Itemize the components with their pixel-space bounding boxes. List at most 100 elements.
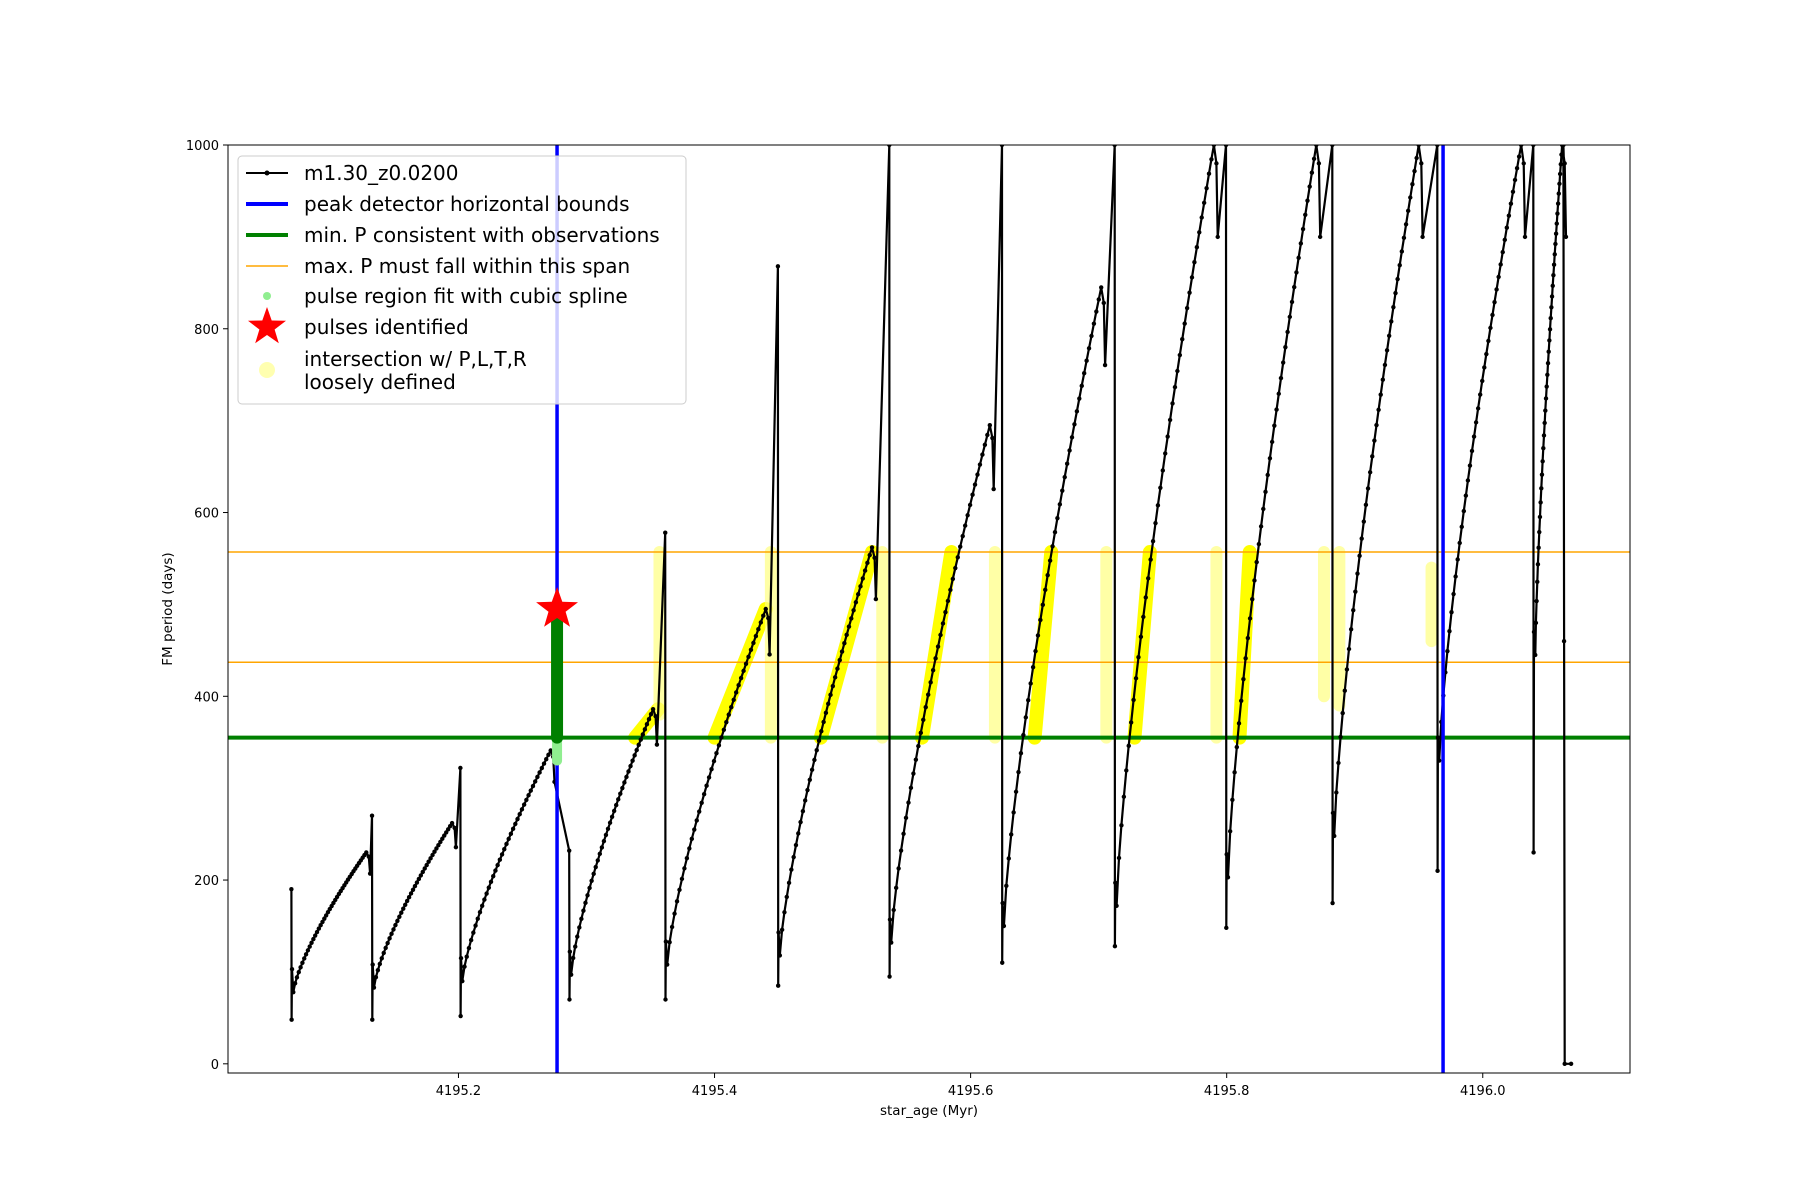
series-point-438	[1272, 423, 1277, 428]
series-point-180	[648, 711, 654, 717]
series-point-414	[1223, 145, 1229, 148]
series-point-301	[943, 609, 948, 615]
series-point-305	[953, 565, 958, 571]
series-point-408	[1204, 186, 1209, 191]
series-point-321	[991, 486, 996, 492]
series-point-533	[1486, 338, 1491, 344]
series-point-283	[898, 848, 904, 853]
series-point-232	[776, 930, 781, 935]
series-point-368	[1112, 145, 1117, 148]
series-point-529	[1477, 392, 1483, 397]
series-point-203	[704, 783, 709, 788]
series-point-398	[1180, 337, 1185, 342]
series-point-581	[1550, 283, 1555, 288]
series-point-355	[1074, 409, 1080, 414]
series-point-353	[1069, 435, 1075, 440]
series-point-184	[663, 530, 668, 535]
series-point-11	[305, 948, 311, 953]
series-point-491	[1391, 304, 1396, 310]
legend-label-2: min. P consistent with observations	[304, 223, 660, 247]
series-point-597	[1563, 234, 1569, 240]
series-point-162	[611, 808, 617, 814]
series-point-465	[1336, 760, 1341, 766]
series-point-501	[1412, 168, 1417, 174]
series-point-85	[442, 833, 447, 838]
series-point-485	[1378, 392, 1383, 397]
series-point-211	[724, 719, 729, 725]
series-point-374	[1121, 794, 1127, 799]
series-point-267	[855, 592, 861, 597]
series-point-74	[420, 869, 425, 875]
series-point-182	[653, 714, 658, 719]
series-point-270	[862, 568, 868, 573]
series-point-64	[401, 906, 406, 911]
series-point-214	[731, 697, 736, 702]
series-point-115	[504, 841, 509, 847]
series-point-309	[962, 523, 968, 528]
series-point-551	[1522, 234, 1528, 240]
series-point-191	[674, 899, 680, 904]
series-point-271	[865, 560, 870, 566]
series-point-231	[775, 983, 781, 988]
series-point-272	[867, 552, 872, 558]
series-point-599	[1561, 638, 1567, 644]
series-point-157	[601, 838, 607, 844]
series-point-532	[1484, 351, 1489, 357]
series-point-92	[458, 765, 463, 771]
series-point-176	[640, 732, 646, 737]
series-point-143	[573, 944, 578, 949]
series-point-440	[1276, 391, 1281, 396]
series-point-402	[1189, 275, 1195, 280]
series-point-242	[798, 819, 803, 825]
x-tick-label-4: 4196.0	[1460, 1084, 1506, 1099]
series-point-594	[1559, 152, 1564, 157]
series-point-300	[940, 621, 946, 626]
series-point-123	[521, 802, 527, 807]
series-point-329	[1011, 810, 1016, 815]
series-point-160	[607, 820, 613, 825]
series-point-538	[1496, 274, 1501, 280]
series-point-452	[1303, 212, 1308, 217]
series-point-549	[1518, 145, 1524, 148]
series-point-230	[775, 264, 781, 269]
series-point-327	[1006, 856, 1011, 861]
series-point-503	[1416, 145, 1421, 148]
series-point-234	[779, 927, 785, 932]
plot-area	[228, 145, 1630, 1073]
legend-label-6-1: loosely defined	[304, 370, 456, 394]
series-point-213	[729, 704, 734, 710]
series-point-241	[796, 831, 801, 836]
series-point-358	[1081, 371, 1087, 376]
series-point-193	[679, 876, 685, 882]
series-point-394	[1170, 401, 1175, 406]
series-point-555	[1533, 652, 1538, 658]
series-point-324	[1000, 900, 1005, 906]
series-point-2	[289, 966, 295, 972]
series-point-125	[526, 793, 531, 798]
series-point-223	[753, 633, 759, 639]
series-point-19	[320, 919, 325, 925]
series-point-69	[410, 887, 416, 892]
series-point-94	[458, 955, 464, 961]
series-point-382	[1141, 614, 1146, 620]
series-point-105	[482, 897, 487, 902]
series-point-72	[416, 876, 422, 882]
series-point-547	[1514, 166, 1520, 171]
series-point-168	[624, 774, 629, 780]
series-point-476	[1359, 536, 1364, 541]
series-point-354	[1072, 422, 1077, 427]
series-point-348	[1057, 502, 1063, 507]
series-point-573	[1545, 372, 1550, 377]
series-point-424	[1241, 676, 1246, 682]
series-point-20	[322, 916, 327, 921]
series-point-49	[371, 985, 377, 990]
series-point-50	[373, 975, 379, 980]
series-point-480	[1367, 470, 1373, 475]
series-point-112	[497, 857, 503, 862]
series-point-219	[743, 661, 749, 666]
series-point-131	[539, 765, 545, 771]
series-point-553	[1531, 850, 1536, 855]
series-point-320	[990, 435, 995, 441]
series-point-259	[837, 657, 842, 663]
series-point-237	[786, 880, 792, 886]
